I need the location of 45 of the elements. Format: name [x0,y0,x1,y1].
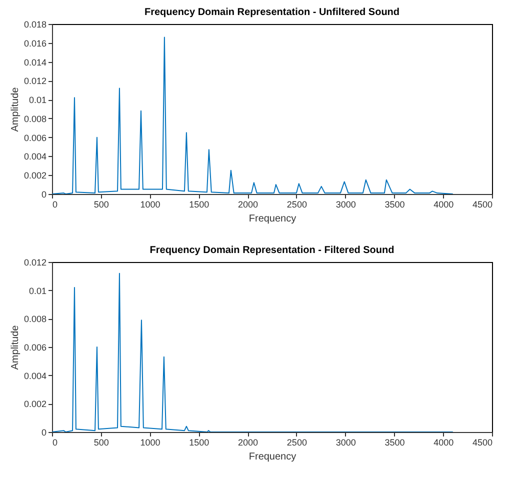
y-axis-title: Amplitude [10,324,21,370]
y-tick-label: 0 [41,190,46,200]
x-tick-label: 4000 [434,438,454,448]
y-tick-label: 0.006 [24,342,46,352]
x-tick-label: 0 [52,438,58,448]
y-tick-label: 0.002 [24,399,46,410]
x-axis-title: Frequency [248,452,296,462]
x-tick-label: 500 [94,200,109,210]
x-tick-label: 3000 [336,200,356,210]
chart-title: Frequency Domain Representation - Filtered Sound [150,245,394,256]
y-tick-label: 0.002 [24,170,46,181]
x-tick-label: 1000 [140,200,160,210]
y-tick-label: 0.008 [24,314,46,324]
x-tick-label: 4500 [472,200,492,210]
x-tick-label: 3000 [336,438,356,448]
x-axis-title: Frequency [248,214,296,224]
x-tick-label: 1500 [189,200,210,210]
y-axis-title: Amplitude [10,86,21,132]
y-tick-label: 0.018 [24,20,46,30]
x-tick-label: 2000 [238,200,258,210]
line-series [52,36,454,194]
x-tick-label: 1500 [189,438,210,448]
y-tick-label: 0.01 [28,95,46,106]
line-series [52,272,454,432]
y-tick-label: 0 [41,428,46,438]
y-tick-label: 0.014 [24,57,46,68]
y-tick-label: 0.004 [24,152,46,162]
chart-title: Frequency Domain Representation - Unfiltered Sound [144,7,400,18]
x-tick-label: 3500 [384,200,405,210]
x-tick-label: 3500 [384,438,405,448]
x-tick-label: 1000 [140,438,160,448]
x-tick-label: 2500 [286,438,307,448]
x-tick-label: 4000 [434,200,454,210]
x-tick-label: 4500 [472,438,492,448]
y-tick-label: 0.012 [24,76,46,86]
x-tick-label: 2500 [286,200,307,210]
y-tick-label: 0.006 [24,132,46,143]
x-tick-label: 0 [52,200,58,210]
y-tick-label: 0.016 [24,38,46,48]
y-tick-label: 0.01 [28,286,46,296]
x-tick-label: 2000 [238,438,258,448]
x-tick-label: 500 [94,438,109,448]
y-tick-label: 0.012 [24,258,46,268]
y-tick-label: 0.004 [24,370,46,381]
y-tick-label: 0.008 [24,114,46,124]
